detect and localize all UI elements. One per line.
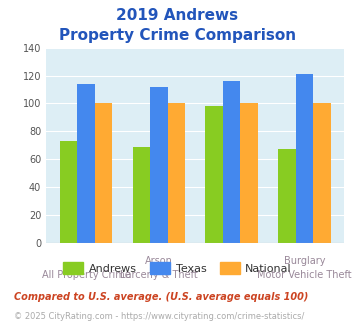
Bar [223,81,240,243]
Bar [150,87,168,243]
Bar [278,149,296,243]
Text: All Property Crime: All Property Crime [42,270,131,280]
Text: Compared to U.S. average. (U.S. average equals 100): Compared to U.S. average. (U.S. average … [14,292,308,302]
Text: Burglary: Burglary [284,256,325,266]
Bar [168,104,185,243]
Bar [77,84,95,243]
Text: Arson: Arson [145,256,173,266]
Text: Larceny & Theft: Larceny & Theft [120,270,198,280]
Text: Motor Vehicle Theft: Motor Vehicle Theft [257,270,352,280]
Text: 2019 Andrews: 2019 Andrews [116,8,239,23]
Text: Property Crime Comparison: Property Crime Comparison [59,28,296,43]
Legend: Andrews, Texas, National: Andrews, Texas, National [59,258,296,278]
Bar [60,141,77,243]
Bar [313,104,331,243]
Bar [296,74,313,243]
Bar [133,147,150,243]
Bar [206,106,223,243]
Bar [240,104,258,243]
Text: © 2025 CityRating.com - https://www.cityrating.com/crime-statistics/: © 2025 CityRating.com - https://www.city… [14,312,305,321]
Bar [95,104,112,243]
